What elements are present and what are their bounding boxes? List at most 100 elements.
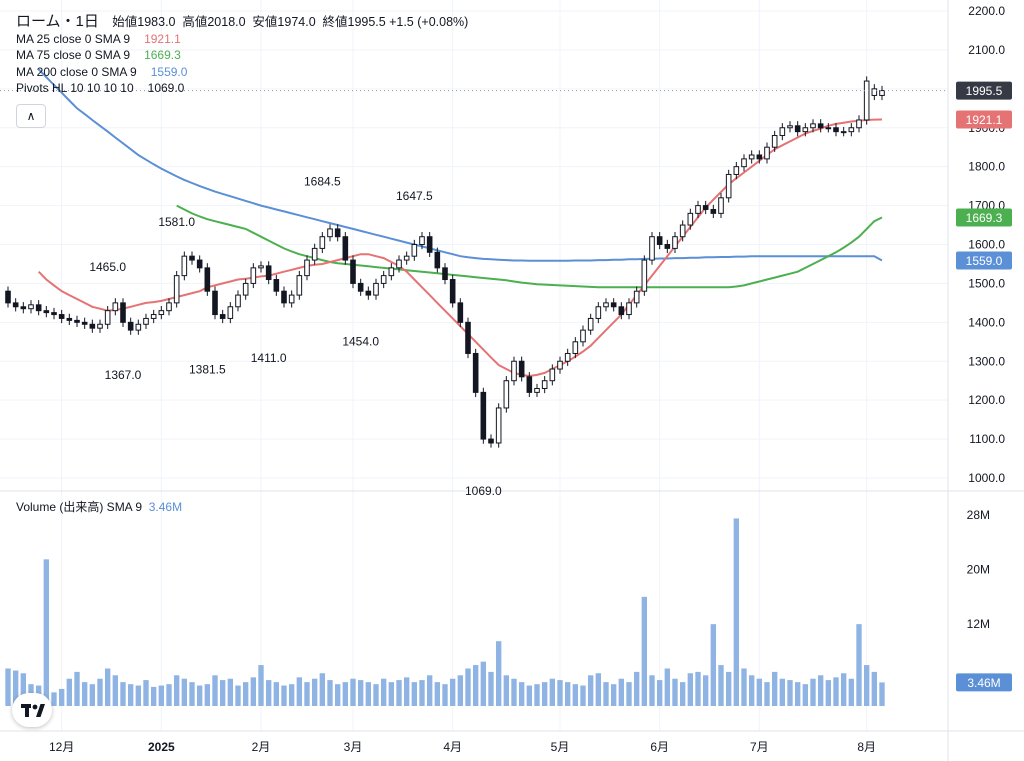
candle-body bbox=[603, 302, 609, 308]
candle-body bbox=[664, 244, 671, 249]
candle-body bbox=[764, 146, 770, 160]
time-tick-label: 2月 bbox=[252, 740, 271, 754]
volume-bar bbox=[288, 684, 295, 706]
volume-bar bbox=[411, 682, 418, 706]
volume-bar bbox=[365, 682, 372, 706]
price-tick-label: 1500.0 bbox=[968, 276, 1005, 290]
candle-body bbox=[587, 317, 594, 331]
candle-body bbox=[871, 88, 878, 96]
candle-body bbox=[158, 310, 165, 316]
candle-body bbox=[733, 166, 740, 175]
volume-bar bbox=[534, 684, 540, 706]
time-tick-label: 12月 bbox=[49, 740, 74, 754]
candle-body bbox=[189, 255, 195, 261]
volume-bar bbox=[733, 518, 740, 706]
volume-bar bbox=[879, 682, 885, 706]
volume-bar bbox=[603, 682, 609, 706]
chart-legend: ローム・1日 始値1983.0 高値2018.0 安値1974.0 終値1995… bbox=[16, 13, 468, 97]
ohlc-open-value: 1983.0 bbox=[137, 15, 176, 29]
pivot-label: 1367.0 bbox=[105, 368, 142, 382]
volume-bar bbox=[434, 682, 441, 706]
candle-body bbox=[748, 154, 755, 160]
volume-bar bbox=[756, 678, 763, 706]
volume-bar bbox=[787, 680, 793, 706]
indicator-ma25-value: 1921.1 bbox=[144, 31, 181, 46]
candle-body bbox=[350, 259, 356, 284]
candle-body bbox=[296, 275, 303, 296]
collapse-legend-button[interactable]: ∧ bbox=[16, 104, 46, 128]
candle-body bbox=[779, 127, 786, 137]
candle-body bbox=[304, 259, 310, 277]
candle-body bbox=[495, 407, 502, 444]
volume-bar bbox=[511, 678, 517, 706]
candle-body bbox=[633, 290, 640, 304]
candle-body bbox=[396, 259, 402, 269]
candle-body bbox=[196, 259, 203, 269]
tradingview-logo[interactable] bbox=[12, 693, 52, 727]
candle-body bbox=[5, 290, 11, 304]
candle-body bbox=[580, 329, 586, 343]
candle-body bbox=[104, 310, 111, 325]
ohlc-close: 終値1995.5 bbox=[319, 15, 385, 29]
volume-bar bbox=[764, 682, 770, 706]
volume-bar bbox=[871, 671, 878, 706]
volume-bar bbox=[564, 682, 571, 706]
indicator-ma75[interactable]: MA 75 close 0 SMA 9 1669.3 bbox=[16, 47, 468, 64]
pivot-label: 1581.0 bbox=[158, 215, 195, 229]
candle-body bbox=[20, 306, 27, 310]
volume-bar bbox=[825, 680, 832, 706]
price-tick-label: 1300.0 bbox=[968, 354, 1005, 368]
candle-body bbox=[51, 312, 57, 316]
volume-bar bbox=[173, 675, 180, 706]
candle-body bbox=[403, 255, 410, 261]
volume-legend[interactable]: Volume (出来高) SMA 9 3.46M bbox=[16, 498, 182, 515]
candle-body bbox=[434, 251, 441, 269]
volume-bar bbox=[357, 680, 364, 706]
symbol-title[interactable]: ローム・1日 bbox=[16, 13, 99, 30]
candle-body bbox=[488, 438, 494, 444]
volume-bar bbox=[863, 665, 870, 706]
candle-body bbox=[741, 158, 747, 168]
grid bbox=[0, 0, 948, 731]
price-badge-label: 1669.3 bbox=[966, 211, 1003, 225]
candle-body bbox=[687, 212, 694, 226]
ohlc-high-value: 2018.0 bbox=[207, 15, 246, 29]
volume-tick-label: 20M bbox=[967, 563, 990, 577]
indicator-ma200[interactable]: MA 200 close 0 SMA 9 1559.0 bbox=[16, 64, 468, 81]
candle-body bbox=[89, 323, 96, 329]
price-tick-label: 1000.0 bbox=[968, 471, 1005, 485]
candle-body bbox=[695, 205, 701, 214]
candle-body bbox=[273, 279, 280, 292]
candle-body bbox=[802, 127, 809, 133]
time-tick-label: 4月 bbox=[443, 740, 462, 754]
candle-body bbox=[365, 290, 372, 296]
volume-bar bbox=[403, 677, 410, 706]
indicator-ma25[interactable]: MA 25 close 0 SMA 9 1921.1 bbox=[16, 31, 468, 48]
volume-bar bbox=[43, 559, 50, 706]
volume-bar bbox=[150, 686, 157, 706]
volume-bar bbox=[626, 682, 632, 706]
volume-bar bbox=[327, 680, 333, 706]
candle-body bbox=[112, 302, 119, 312]
candle-body bbox=[564, 352, 571, 362]
indicator-ma200-label: MA 200 close 0 SMA 9 bbox=[16, 64, 137, 79]
volume-bar bbox=[350, 678, 356, 706]
pivot-label: 1411.0 bbox=[251, 351, 287, 365]
volume-bar bbox=[166, 684, 172, 706]
candle-body bbox=[518, 360, 525, 378]
volume-bars bbox=[5, 518, 885, 706]
candle-body bbox=[534, 387, 540, 393]
candle-body bbox=[342, 236, 349, 261]
volume-bar bbox=[526, 685, 533, 706]
volume-bar bbox=[189, 682, 195, 706]
indicator-pivots[interactable]: Pivots HL 10 10 10 10 1069.0 bbox=[16, 80, 468, 97]
candle-body bbox=[311, 247, 318, 261]
candle-body bbox=[181, 255, 188, 277]
candle-body bbox=[503, 380, 510, 409]
candle-body bbox=[204, 267, 211, 292]
volume-bar bbox=[373, 684, 379, 706]
candle-body bbox=[81, 321, 88, 325]
volume-bar bbox=[672, 678, 678, 706]
candle-body bbox=[74, 319, 80, 323]
